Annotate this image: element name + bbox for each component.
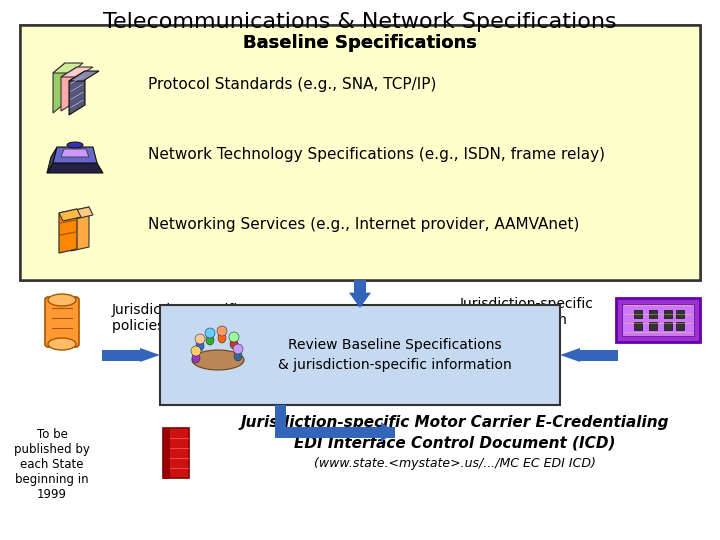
FancyBboxPatch shape: [634, 322, 642, 330]
Text: Jurisdiction-specific
policies & procedures: Jurisdiction-specific policies & procedu…: [112, 303, 261, 333]
Ellipse shape: [230, 339, 238, 349]
Text: Protocol Standards (e.g., SNA, TCP/IP): Protocol Standards (e.g., SNA, TCP/IP): [148, 78, 436, 92]
FancyBboxPatch shape: [20, 25, 700, 280]
FancyBboxPatch shape: [20, 25, 700, 280]
Text: To be
published by
each State
beginning in
1999: To be published by each State beginning …: [14, 429, 90, 502]
Polygon shape: [61, 67, 77, 111]
FancyBboxPatch shape: [649, 310, 657, 318]
Ellipse shape: [218, 333, 226, 343]
Polygon shape: [69, 71, 99, 81]
Text: (www.state.<mystate>.us/.../MC EC EDI ICD): (www.state.<mystate>.us/.../MC EC EDI IC…: [314, 457, 596, 470]
FancyBboxPatch shape: [160, 305, 560, 405]
FancyBboxPatch shape: [676, 322, 684, 330]
FancyBboxPatch shape: [274, 427, 395, 437]
Polygon shape: [69, 71, 85, 115]
Polygon shape: [47, 163, 103, 173]
Polygon shape: [59, 209, 81, 221]
FancyBboxPatch shape: [102, 349, 140, 361]
FancyBboxPatch shape: [45, 297, 79, 347]
Circle shape: [205, 328, 215, 338]
Polygon shape: [381, 422, 395, 442]
Ellipse shape: [192, 350, 244, 370]
FancyBboxPatch shape: [274, 405, 286, 418]
Text: Jurisdiction-specific
network design: Jurisdiction-specific network design: [460, 297, 594, 327]
FancyBboxPatch shape: [580, 349, 618, 361]
Ellipse shape: [192, 353, 200, 363]
FancyBboxPatch shape: [354, 280, 366, 293]
Polygon shape: [53, 63, 83, 73]
Circle shape: [229, 332, 239, 342]
Ellipse shape: [67, 142, 83, 148]
FancyBboxPatch shape: [634, 310, 642, 318]
Circle shape: [191, 346, 201, 356]
Polygon shape: [47, 147, 57, 173]
Ellipse shape: [48, 294, 76, 306]
FancyBboxPatch shape: [163, 428, 189, 478]
Ellipse shape: [196, 341, 204, 351]
FancyBboxPatch shape: [649, 322, 657, 330]
Text: Telecommunications & Network Specifications: Telecommunications & Network Specificati…: [103, 12, 617, 32]
FancyBboxPatch shape: [676, 310, 684, 318]
Text: Network Technology Specifications (e.g., ISDN, frame relay): Network Technology Specifications (e.g.,…: [148, 147, 605, 163]
FancyBboxPatch shape: [616, 298, 700, 342]
FancyBboxPatch shape: [274, 407, 286, 437]
FancyBboxPatch shape: [664, 322, 672, 330]
Text: Baseline Specifications: Baseline Specifications: [243, 34, 477, 52]
Circle shape: [217, 326, 227, 336]
Polygon shape: [61, 67, 93, 77]
Text: Jurisdiction-specific Motor Carrier E-Credentialing: Jurisdiction-specific Motor Carrier E-Cr…: [240, 415, 670, 429]
FancyBboxPatch shape: [622, 304, 694, 336]
Polygon shape: [61, 149, 89, 157]
Text: Review Baseline Specifications
& jurisdiction-specific information: Review Baseline Specifications & jurisdi…: [278, 338, 512, 372]
Polygon shape: [71, 207, 89, 251]
Polygon shape: [59, 209, 77, 253]
Circle shape: [195, 334, 205, 344]
FancyBboxPatch shape: [163, 428, 169, 478]
Ellipse shape: [48, 338, 76, 350]
Polygon shape: [140, 348, 160, 362]
FancyBboxPatch shape: [664, 310, 672, 318]
Text: Baseline Specifications: Baseline Specifications: [243, 34, 477, 52]
Ellipse shape: [206, 335, 214, 345]
Polygon shape: [53, 63, 65, 113]
Polygon shape: [349, 293, 371, 308]
Text: Networking Services (e.g., Internet provider, AAMVAnet): Networking Services (e.g., Internet prov…: [148, 218, 580, 233]
Ellipse shape: [234, 351, 242, 361]
Polygon shape: [71, 207, 93, 219]
Polygon shape: [53, 147, 97, 163]
Polygon shape: [560, 348, 580, 362]
Text: EDI Interface Control Document (ICD): EDI Interface Control Document (ICD): [294, 435, 616, 450]
Circle shape: [233, 344, 243, 354]
